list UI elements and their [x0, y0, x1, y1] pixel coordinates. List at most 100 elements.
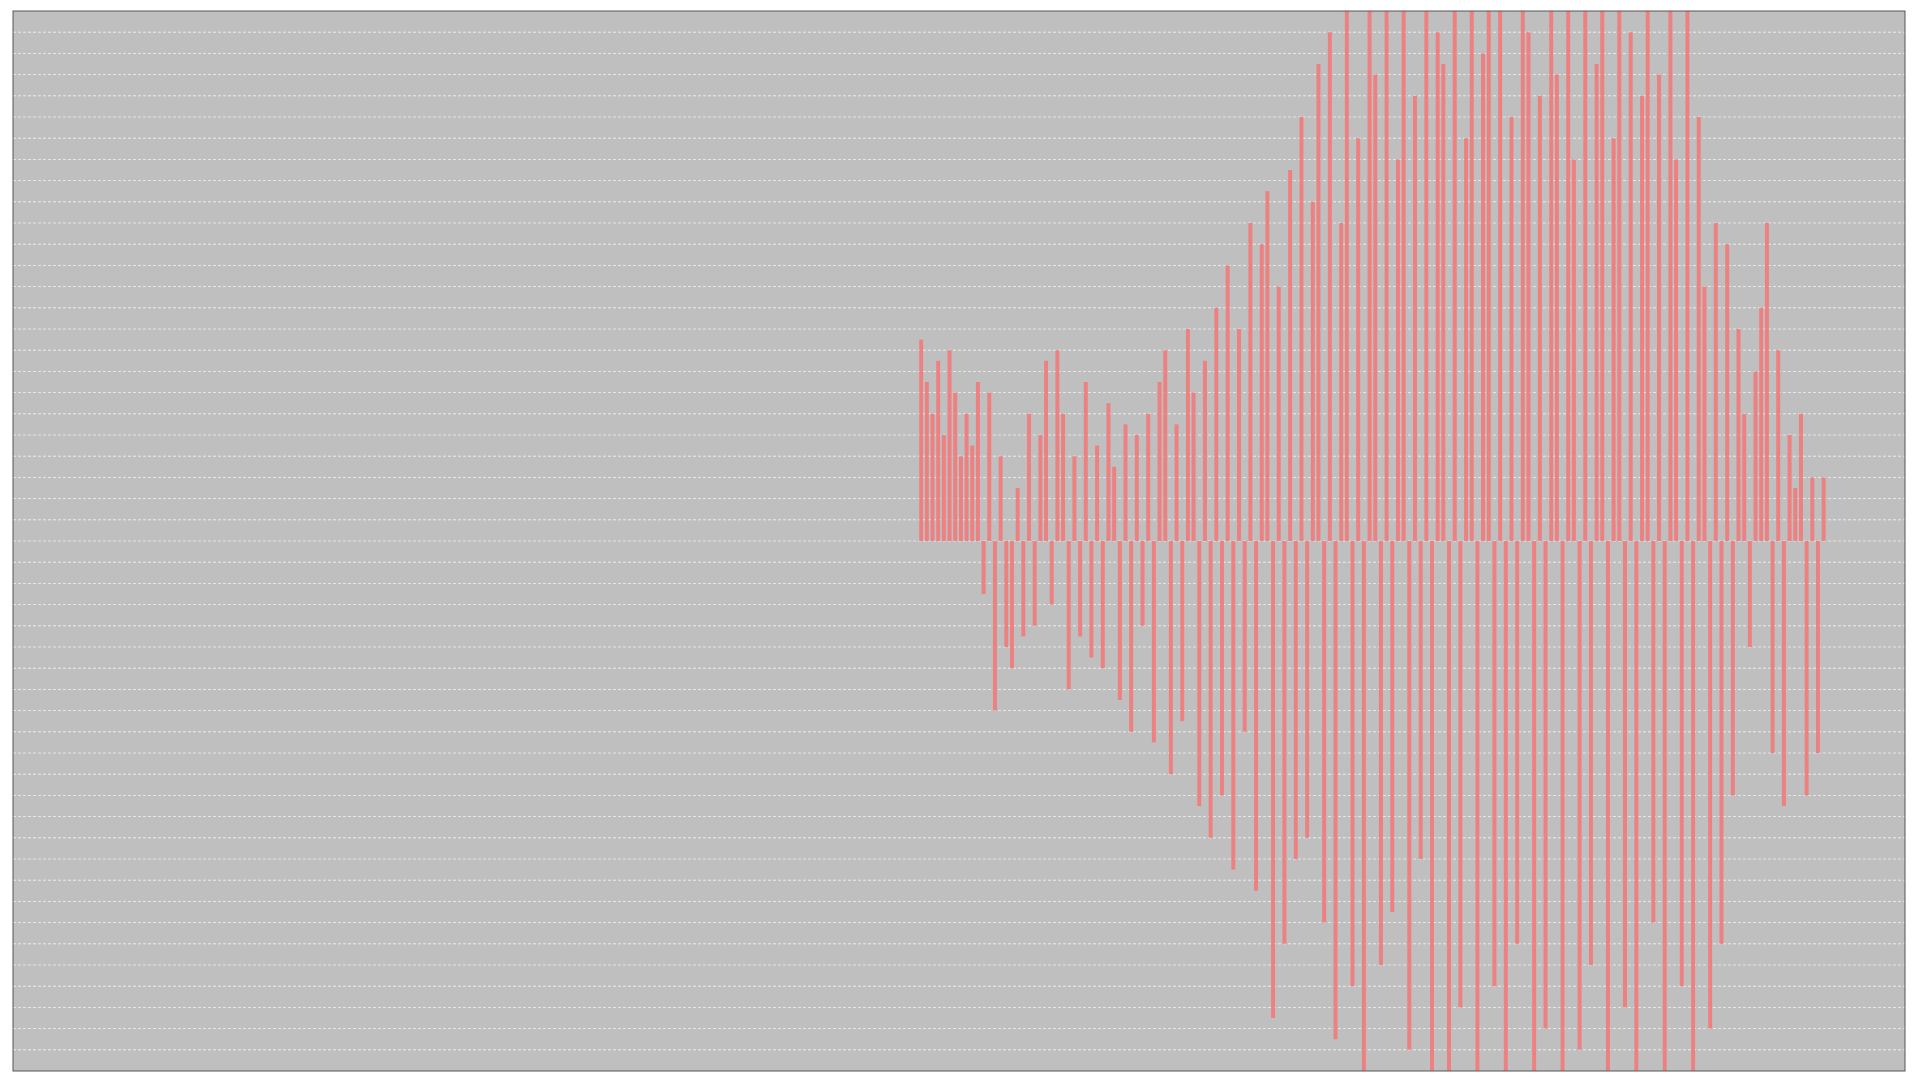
bar — [1237, 329, 1242, 541]
bar — [1503, 541, 1508, 1071]
bar — [1537, 95, 1542, 542]
bar — [1009, 541, 1014, 669]
bar — [1464, 138, 1469, 541]
bar — [1458, 541, 1463, 1008]
bar — [1475, 541, 1480, 1071]
bar — [1628, 32, 1633, 541]
bar — [1055, 350, 1060, 541]
bar — [1197, 541, 1202, 806]
bar — [1021, 541, 1026, 637]
bar — [1333, 541, 1338, 1040]
bar — [1600, 11, 1605, 541]
bar — [1651, 541, 1656, 923]
bar — [1373, 74, 1378, 541]
bar — [1134, 435, 1139, 541]
bar — [1611, 138, 1616, 541]
bar — [1356, 138, 1361, 541]
bar — [1095, 445, 1100, 541]
bar — [1049, 541, 1054, 605]
bar — [1815, 541, 1820, 753]
bar — [1299, 117, 1304, 541]
bar — [1185, 329, 1190, 541]
bar — [1282, 541, 1287, 944]
bar — [1725, 244, 1730, 541]
bar — [1787, 435, 1792, 541]
bar — [1418, 541, 1423, 859]
bar — [1571, 159, 1576, 541]
bar — [1140, 541, 1145, 626]
bar — [1259, 244, 1264, 541]
bar — [1804, 541, 1809, 796]
bar — [1004, 541, 1009, 647]
bar — [1231, 541, 1236, 870]
bar — [1793, 488, 1798, 541]
bar — [1384, 11, 1389, 541]
bar — [1276, 286, 1281, 541]
bar — [1520, 11, 1525, 541]
bar — [1367, 11, 1372, 541]
bar — [958, 456, 963, 541]
bar — [1248, 223, 1253, 541]
bar — [1072, 456, 1077, 541]
bar — [1691, 541, 1696, 1071]
bar — [1208, 541, 1213, 838]
bar — [919, 339, 924, 541]
bar — [1708, 541, 1713, 1029]
bar — [1554, 74, 1559, 541]
bar — [1526, 32, 1531, 541]
bar — [964, 413, 969, 541]
bar — [1044, 360, 1049, 541]
bar — [1447, 541, 1452, 1071]
bar — [1645, 11, 1650, 541]
bar — [1032, 541, 1037, 626]
bar — [1770, 541, 1775, 753]
bar — [1225, 265, 1230, 541]
bar — [1668, 11, 1673, 541]
bar — [1640, 95, 1644, 542]
bar — [1583, 11, 1588, 541]
bar — [1112, 466, 1117, 541]
bar — [992, 541, 997, 711]
bar — [953, 392, 958, 541]
bar — [1509, 117, 1514, 541]
bar — [998, 456, 1003, 541]
bar — [981, 541, 986, 594]
bar — [1344, 11, 1349, 541]
bar — [1288, 170, 1293, 541]
bar — [1781, 541, 1786, 806]
bar — [1395, 159, 1400, 541]
bar — [1696, 117, 1701, 541]
bar — [930, 413, 935, 541]
bar — [1174, 424, 1179, 541]
bar — [1430, 541, 1434, 1071]
bar — [1747, 541, 1752, 647]
bar — [1083, 382, 1088, 541]
bar — [1713, 223, 1718, 541]
bar — [1163, 350, 1168, 541]
bar — [1078, 541, 1083, 637]
bar — [1066, 541, 1071, 690]
bar — [1736, 329, 1741, 541]
bar — [1378, 541, 1383, 965]
bar — [1560, 541, 1565, 1071]
bar — [1549, 11, 1554, 541]
bar — [1764, 223, 1769, 541]
bar — [1798, 413, 1803, 541]
bar — [1498, 11, 1503, 541]
bar — [1202, 360, 1207, 541]
bar — [1322, 541, 1327, 923]
bar — [975, 382, 980, 541]
bar — [1753, 371, 1758, 541]
bar — [1038, 435, 1043, 541]
bar — [1157, 382, 1162, 541]
bar — [1350, 541, 1355, 987]
bar — [1821, 477, 1826, 541]
bar — [1486, 11, 1491, 541]
bar — [1265, 191, 1270, 541]
bar — [1594, 64, 1599, 541]
bar — [1316, 64, 1321, 541]
bar — [1577, 541, 1582, 1050]
bar — [1679, 541, 1684, 987]
bar — [1242, 541, 1247, 732]
bar — [1617, 11, 1622, 541]
